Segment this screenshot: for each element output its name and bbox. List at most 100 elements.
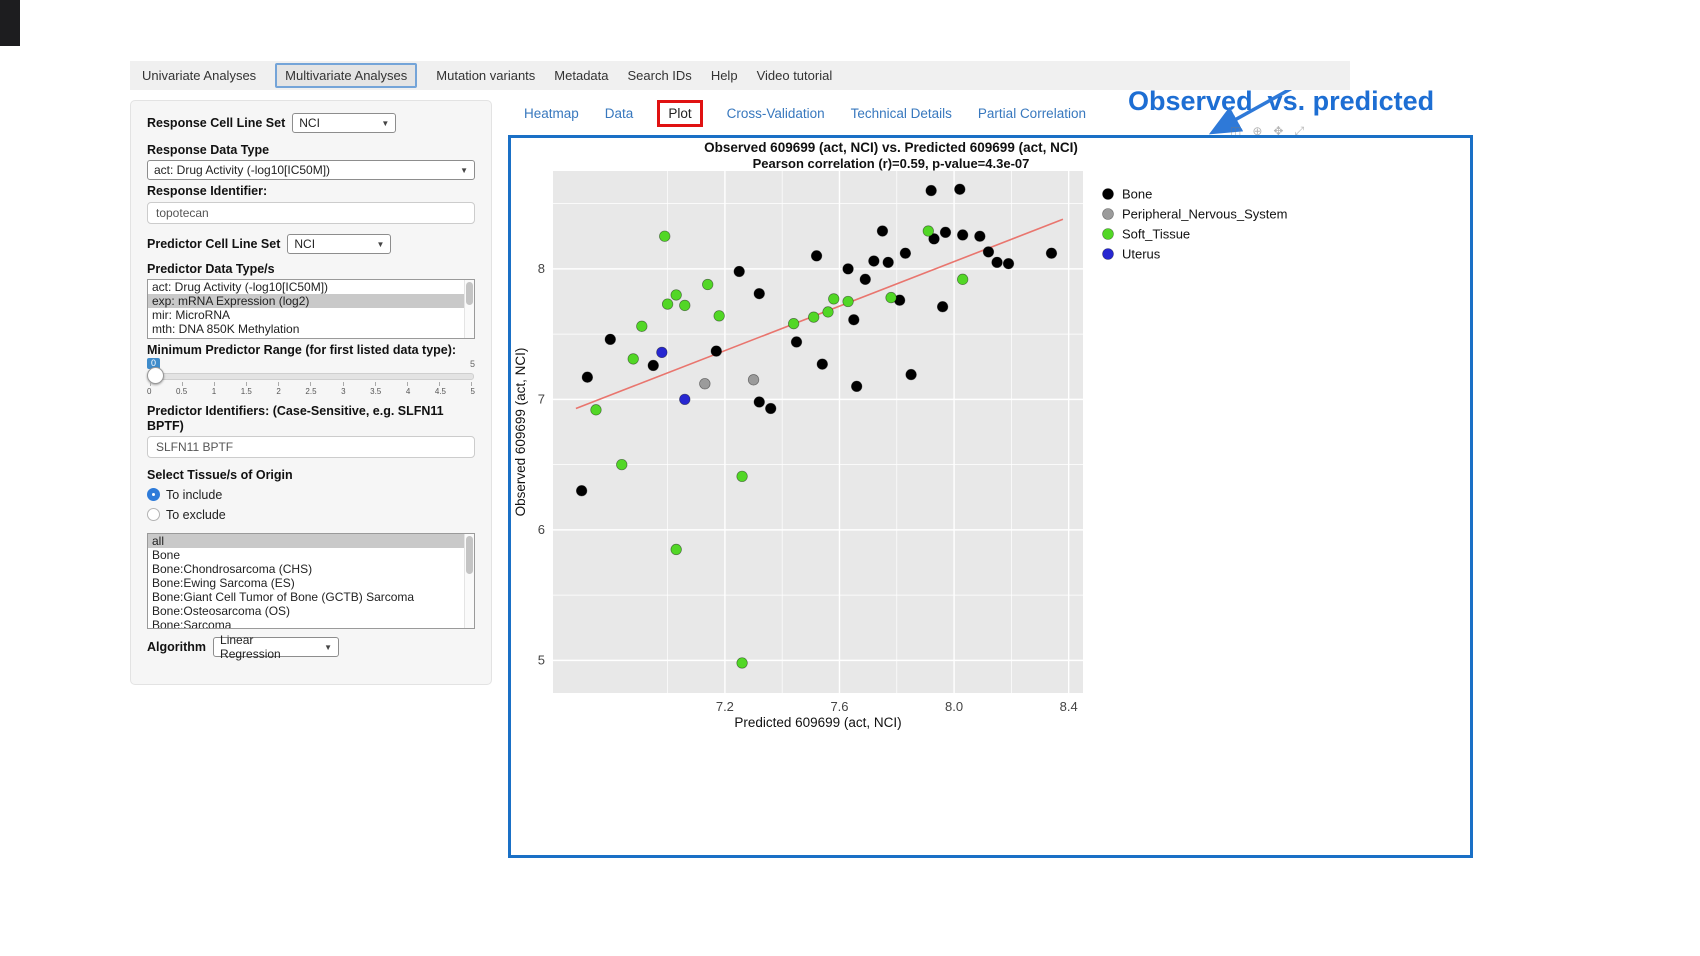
camera-icon[interactable]: ◫ xyxy=(1230,124,1242,138)
data-point xyxy=(936,301,949,313)
list-item[interactable]: exp: mRNA Expression (log2) xyxy=(148,294,474,308)
list-item[interactable]: mir: MicroRNA xyxy=(152,308,230,322)
x-tick-label: 8.4 xyxy=(1060,699,1078,714)
chevron-down-icon: ▼ xyxy=(381,118,390,128)
response-identifier-input[interactable] xyxy=(147,202,475,224)
tab-heatmap[interactable]: Heatmap xyxy=(524,106,579,121)
algorithm-label: Algorithm xyxy=(147,639,207,654)
data-point xyxy=(581,371,594,383)
response-cell-line-set-value: NCI xyxy=(299,116,320,130)
list-item[interactable]: Bone xyxy=(152,548,181,562)
list-item[interactable]: mth: DNA 850K Methylation xyxy=(152,322,300,336)
slider-max-label: 5 xyxy=(469,359,475,369)
slider-tick: 3 xyxy=(341,387,346,396)
list-item[interactable]: Bone:Giant Cell Tumor of Bone (GCTB) Sar… xyxy=(152,590,415,604)
data-point xyxy=(810,250,823,262)
nav-video-tutorial[interactable]: Video tutorial xyxy=(756,68,833,83)
data-point xyxy=(882,256,894,268)
list-item[interactable]: all xyxy=(148,534,474,548)
nav-help[interactable]: Help xyxy=(710,68,738,83)
data-point xyxy=(1045,247,1058,259)
response-data-type-value: act: Drug Activity (-log10[IC50M]) xyxy=(154,163,331,177)
legend-label: Peripheral_Nervous_System xyxy=(1122,207,1287,222)
algorithm-select[interactable]: Linear Regression ▼ xyxy=(213,633,340,661)
tab-data[interactable]: Data xyxy=(604,106,634,121)
tissue-origin-label: Select Tissue/s of Origin xyxy=(147,468,293,482)
nav-multivariate-analyses[interactable]: Multivariate Analyses xyxy=(275,63,418,88)
data-point xyxy=(828,293,840,305)
data-point xyxy=(679,299,691,312)
scrollbar[interactable] xyxy=(464,280,474,338)
legend-item-peripheral_nervous_system[interactable]: Peripheral_Nervous_System xyxy=(1102,207,1288,222)
predictor-identifiers-input[interactable] xyxy=(147,436,475,458)
predictor-data-types-label: Predictor Data Type/s xyxy=(147,262,275,276)
data-point xyxy=(868,255,880,267)
data-point xyxy=(636,320,648,332)
legend-item-uterus[interactable]: Uterus xyxy=(1102,247,1161,262)
data-point xyxy=(656,346,668,359)
y-tick-label: 8 xyxy=(538,261,545,276)
nav-mutation-variants[interactable]: Mutation variants xyxy=(436,68,536,83)
slider-track[interactable] xyxy=(148,373,474,380)
slider-tick: 5 xyxy=(470,387,475,396)
tab-partial-correlation[interactable]: Partial Correlation xyxy=(977,106,1086,121)
legend-marker-icon xyxy=(1102,248,1114,260)
list-item[interactable]: act: Drug Activity (-log10[IC50M]) xyxy=(152,280,329,294)
response-cell-line-set-select[interactable]: NCI ▼ xyxy=(292,113,397,133)
predictor-identifiers-label: Predictor Identifiers: (Case-Sensitive, … xyxy=(147,404,444,433)
plot-title: Observed 609699 (act, NCI) vs. Predicted… xyxy=(704,140,1078,155)
autoscale-icon[interactable]: ⤢ xyxy=(1294,124,1305,138)
scrollbar[interactable] xyxy=(464,534,474,628)
data-point xyxy=(876,225,889,237)
tab-technical-details[interactable]: Technical Details xyxy=(850,106,952,121)
legend-marker-icon xyxy=(1102,228,1114,240)
predictor-cell-line-set-label: Predictor Cell Line Set xyxy=(147,236,281,251)
legend-item-bone[interactable]: Bone xyxy=(1102,187,1153,202)
data-point xyxy=(848,314,860,326)
min-predictor-range-slider[interactable]: 0 5 0 0.5 1 1.5 2 2.5 3 3.5 4 4.5 5 xyxy=(147,358,475,400)
data-point xyxy=(851,380,863,392)
list-item[interactable]: Bone:Osteosarcoma (OS) xyxy=(152,604,291,618)
plot-container: Observed 609699 (act, NCI) vs. Predicted… xyxy=(511,138,1470,855)
tab-cross-validation[interactable]: Cross-Validation xyxy=(726,106,825,121)
x-tick-label: 7.2 xyxy=(716,699,734,714)
data-point xyxy=(982,246,995,258)
list-item[interactable]: Bone:Sarcoma xyxy=(152,618,232,629)
tab-plot[interactable]: Plot xyxy=(668,106,692,121)
slider-tick-labels: 0 0.5 1 1.5 2 2.5 3 3.5 4 4.5 5 xyxy=(147,387,475,396)
data-point xyxy=(957,229,969,241)
series-soft_tissue xyxy=(590,225,969,669)
nav-metadata[interactable]: Metadata xyxy=(554,68,609,83)
data-point xyxy=(699,378,711,390)
legend-item-soft_tissue[interactable]: Soft_Tissue xyxy=(1102,227,1191,242)
slider-handle[interactable] xyxy=(147,367,164,384)
radio-to-exclude-label: To exclude xyxy=(166,507,226,522)
legend-marker-icon xyxy=(1102,208,1114,220)
data-point xyxy=(736,470,748,483)
data-point xyxy=(753,288,765,300)
radio-to-include[interactable]: To include xyxy=(147,486,475,503)
predictor-data-types-listbox[interactable]: act: Drug Activity (-log10[IC50M]) exp: … xyxy=(147,279,475,339)
radio-to-include-label: To include xyxy=(166,487,223,502)
scrollbar-thumb[interactable] xyxy=(466,282,473,306)
radio-to-exclude[interactable]: To exclude xyxy=(147,506,475,523)
zoom-icon[interactable]: ⊕ xyxy=(1252,124,1263,138)
pan-icon[interactable]: ✥ xyxy=(1273,124,1284,138)
min-predictor-range-label: Minimum Predictor Range (for first liste… xyxy=(147,343,457,357)
data-point xyxy=(670,289,682,301)
tissue-listbox[interactable]: all Bone Bone:Chondrosarcoma (CHS) Bone:… xyxy=(147,533,475,629)
scrollbar-thumb[interactable] xyxy=(466,536,473,574)
list-item[interactable]: Bone:Chondrosarcoma (CHS) xyxy=(152,562,313,576)
plot-panel[interactable] xyxy=(553,171,1083,693)
data-point xyxy=(991,256,1003,268)
data-point xyxy=(659,230,671,242)
nav-search-ids[interactable]: Search IDs xyxy=(627,68,692,83)
series-peripheral_nervous_system xyxy=(699,374,760,390)
top-navigation: Univariate Analyses Multivariate Analyse… xyxy=(130,61,1350,90)
nav-univariate-analyses[interactable]: Univariate Analyses xyxy=(142,68,257,83)
response-data-type-select[interactable]: act: Drug Activity (-log10[IC50M]) ▼ xyxy=(147,160,475,180)
predictor-cell-line-set-select[interactable]: NCI ▼ xyxy=(287,234,392,254)
regression-line xyxy=(575,218,1064,410)
list-item[interactable]: Bone:Ewing Sarcoma (ES) xyxy=(152,576,295,590)
legend-marker-icon xyxy=(1102,188,1114,200)
